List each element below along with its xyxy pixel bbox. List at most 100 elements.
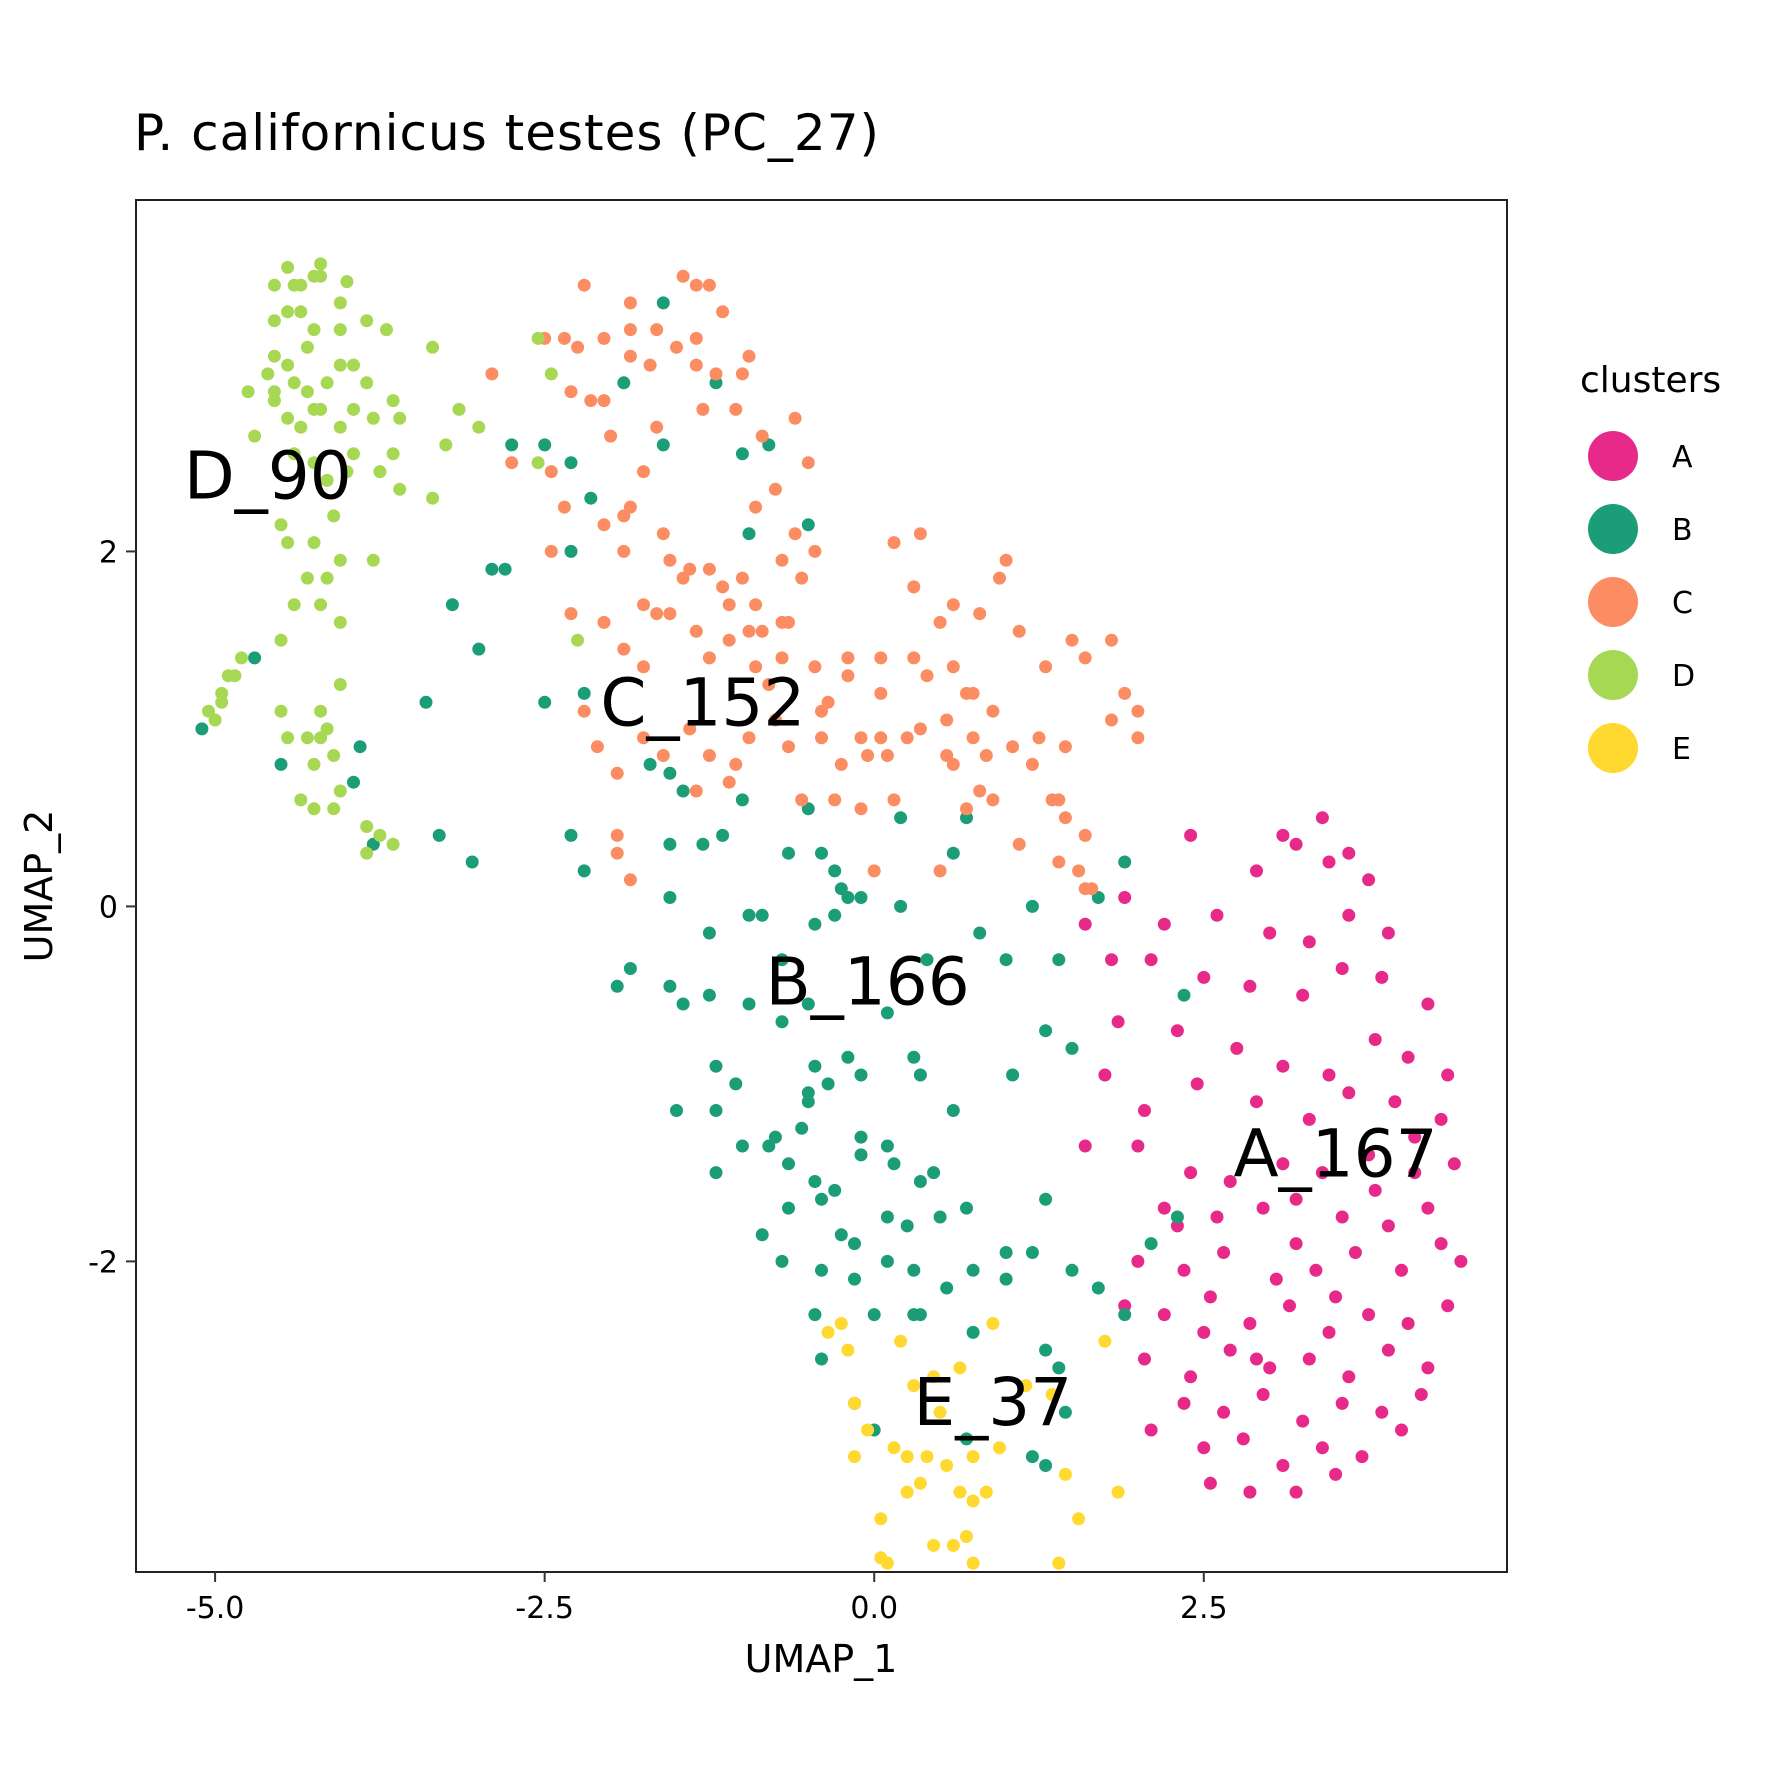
point-D-84 [373, 828, 387, 842]
point-B-41 [782, 846, 795, 860]
point-B-55 [999, 953, 1013, 967]
point-C-35 [637, 465, 650, 479]
point-C-90 [656, 749, 670, 762]
point-B-33 [676, 784, 690, 798]
point-A-89 [1197, 1441, 1211, 1455]
point-A-47 [1408, 1166, 1422, 1180]
point-C-117 [933, 615, 947, 629]
point-C-113 [946, 598, 960, 612]
point-E-8 [953, 1361, 967, 1375]
point-B-66 [742, 997, 756, 1011]
point-D-50 [426, 491, 440, 505]
point-E-14 [887, 1441, 901, 1455]
point-A-34 [1190, 1077, 1204, 1091]
point-C-74 [946, 660, 960, 674]
point-D-51 [393, 482, 407, 496]
point-A-32 [1098, 1068, 1112, 1082]
point-C-121 [854, 802, 868, 816]
point-A-83 [1256, 1388, 1270, 1401]
point-B-46 [828, 908, 842, 922]
point-A-12 [1263, 926, 1277, 940]
point-C-136 [973, 784, 987, 798]
point-D-36 [248, 429, 262, 443]
point-E-35 [880, 1556, 894, 1570]
point-D-89 [347, 447, 360, 461]
point-D-71 [314, 704, 328, 718]
point-B-137 [1025, 1450, 1039, 1464]
point-A-43 [1223, 1175, 1237, 1188]
point-A-6 [1322, 855, 1336, 869]
point-B-4 [347, 775, 360, 789]
point-E-28 [1111, 1485, 1125, 1499]
point-C-89 [637, 731, 650, 745]
x-tick-label: -5.0 [186, 1591, 245, 1626]
point-D-44 [452, 402, 466, 416]
point-B-35 [716, 828, 730, 842]
point-E-12 [1098, 1334, 1112, 1348]
point-B-44 [828, 864, 842, 878]
point-D-16 [380, 323, 393, 337]
point-D-76 [314, 731, 328, 745]
point-C-92 [689, 784, 703, 798]
point-D-7 [333, 296, 347, 310]
point-C-83 [1131, 704, 1145, 718]
point-A-58 [1217, 1246, 1231, 1259]
point-C-54 [795, 571, 809, 585]
point-B-54 [973, 926, 987, 940]
point-B-29 [801, 518, 815, 532]
point-C-135 [946, 757, 960, 771]
point-D-73 [281, 731, 295, 745]
x-tick-label: -2.5 [515, 1591, 574, 1626]
point-B-17 [564, 544, 578, 558]
point-C-60 [689, 624, 703, 638]
point-A-66 [1203, 1290, 1217, 1304]
point-A-100 [1197, 1325, 1211, 1339]
point-D-68 [208, 713, 222, 727]
point-A-17 [1144, 953, 1158, 967]
point-A-81 [1177, 1396, 1191, 1410]
point-A-98 [1329, 1467, 1343, 1481]
point-D-46 [439, 438, 453, 452]
point-B-70 [841, 1050, 855, 1064]
point-C-95 [729, 757, 743, 771]
point-C-94 [722, 775, 736, 789]
point-C-125 [986, 793, 1000, 807]
point-C-12 [670, 340, 683, 354]
point-A-11 [1210, 908, 1224, 922]
point-B-94 [828, 1183, 842, 1197]
point-C-65 [775, 651, 789, 665]
point-C-71 [874, 686, 888, 700]
point-A-91 [1276, 1459, 1290, 1472]
point-B-121 [1118, 1308, 1132, 1322]
point-B-88 [1065, 1041, 1079, 1055]
point-A-86 [1375, 1405, 1389, 1419]
point-C-44 [683, 562, 697, 576]
point-A-36 [1302, 1112, 1316, 1126]
point-D-31 [314, 402, 328, 416]
point-A-73 [1138, 1352, 1151, 1366]
point-B-51 [894, 899, 908, 913]
point-C-116 [999, 553, 1013, 567]
point-B-101 [815, 1192, 828, 1206]
point-B-32 [663, 837, 677, 851]
legend-label-b: B [1672, 513, 1693, 548]
cluster-labels-layer: D_90 C_152 B_166 A_167 E_37 [184, 437, 1438, 1441]
point-E-4 [861, 1423, 875, 1437]
point-C-104 [900, 731, 914, 745]
point-C-8 [623, 349, 637, 363]
point-C-15 [689, 331, 703, 345]
point-A-103 [1329, 1290, 1343, 1304]
point-E-10 [1019, 1379, 1033, 1393]
point-B-116 [966, 1263, 980, 1277]
point-D-54 [307, 536, 321, 550]
point-C-88 [610, 766, 624, 780]
point-A-105 [1408, 1130, 1422, 1144]
point-C-21 [696, 402, 710, 416]
point-D-19 [281, 358, 295, 372]
y-tick-label: 2 [99, 535, 118, 570]
point-A-44 [1276, 1157, 1290, 1171]
point-C-93 [702, 749, 716, 762]
point-E-2 [841, 1343, 855, 1357]
point-B-13 [498, 562, 512, 576]
point-C-98 [782, 740, 795, 754]
